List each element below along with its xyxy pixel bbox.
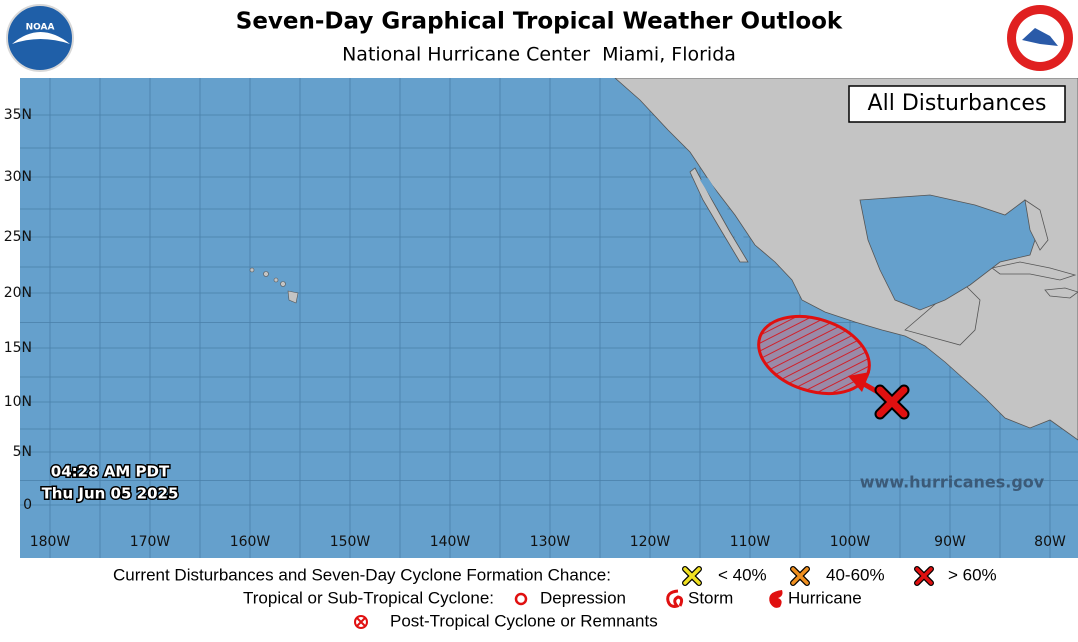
subtitle: National Hurricane Center Miami, Florida: [342, 44, 736, 66]
panel-label: All Disturbances: [868, 91, 1047, 116]
legend-storm: Storm: [688, 588, 733, 607]
timestamp-time: 04:28 AM PDT: [51, 463, 170, 481]
longitude-label: 80W: [1034, 534, 1066, 550]
latitude-label: 25N: [4, 229, 32, 245]
legend-medium: 40-60%: [826, 565, 885, 584]
longitude-label: 160W: [230, 534, 271, 550]
legend-formation-heading: Current Disturbances and Seven-Day Cyclo…: [113, 565, 611, 584]
latitude-label: 15N: [4, 340, 32, 356]
latitude-label: 20N: [4, 285, 32, 301]
nws-logo: [1007, 5, 1073, 71]
title: Seven-Day Graphical Tropical Weather Out…: [236, 9, 843, 35]
latitude-label: 5N: [13, 444, 32, 460]
longitude-label: 130W: [530, 534, 571, 550]
noaa-logo-text: NOAA: [26, 23, 55, 33]
legend-depression: Depression: [540, 588, 626, 607]
website: www.hurricanes.gov: [860, 473, 1045, 492]
hawaii: [249, 267, 299, 304]
longitude-label: 90W: [934, 534, 966, 550]
latitude-label: 10N: [4, 394, 32, 410]
legend-high: > 60%: [948, 565, 997, 584]
timestamp-date: Thu Jun 05 2025: [42, 485, 179, 503]
longitude-label: 100W: [830, 534, 871, 550]
longitude-label: 170W: [130, 534, 171, 550]
legend-hurricane: Hurricane: [788, 588, 862, 607]
latitude-label: 30N: [4, 169, 32, 185]
latitude-label: 0: [23, 497, 32, 513]
noaa-logo: NOAA: [6, 4, 74, 72]
legend-post-tropical: Post-Tropical Cyclone or Remnants: [390, 611, 658, 630]
map: All Disturbances 04:28 AM PDT Thu Jun 05…: [20, 78, 1078, 558]
legend-cyclone-heading: Tropical or Sub-Tropical Cyclone:: [243, 588, 494, 607]
longitude-label: 180W: [30, 534, 71, 550]
disturbance: [757, 314, 910, 420]
longitude-label: 150W: [330, 534, 371, 550]
legend-low: < 40%: [718, 565, 767, 584]
latitude-label: 35N: [4, 107, 32, 123]
longitude-label: 120W: [630, 534, 671, 550]
longitude-label: 140W: [430, 534, 471, 550]
longitude-label: 110W: [730, 534, 771, 550]
